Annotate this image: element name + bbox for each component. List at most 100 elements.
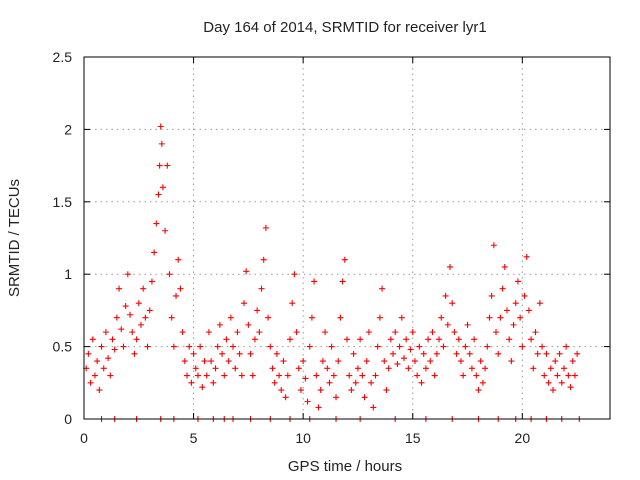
data-point	[265, 314, 272, 321]
data-point	[238, 372, 245, 379]
data-point	[493, 329, 500, 336]
data-point	[142, 314, 149, 321]
data-point	[427, 358, 434, 365]
x-tick-label: 0	[80, 430, 88, 446]
data-point	[190, 350, 197, 357]
data-point	[514, 278, 521, 285]
data-point	[186, 343, 193, 350]
data-point	[151, 249, 158, 256]
data-point	[140, 285, 147, 292]
data-point	[137, 321, 144, 328]
data-point	[411, 358, 418, 365]
data-point	[455, 336, 462, 343]
data-point	[447, 263, 454, 270]
data-point	[339, 278, 346, 285]
data-point	[113, 314, 120, 321]
data-point	[403, 336, 410, 343]
data-point	[503, 307, 510, 314]
data-point	[102, 329, 109, 336]
y-tick-label: 0.5	[53, 339, 73, 355]
data-point	[554, 372, 561, 379]
data-point	[405, 365, 412, 372]
x-tick-label: 5	[190, 430, 198, 446]
data-point	[317, 387, 324, 394]
data-point	[530, 365, 537, 372]
data-point	[184, 372, 191, 379]
data-point	[258, 285, 265, 292]
data-point	[212, 365, 219, 372]
data-point	[368, 379, 375, 386]
data-point	[451, 329, 458, 336]
y-tick-label: 2.5	[53, 49, 73, 65]
data-point	[269, 365, 276, 372]
data-point	[390, 350, 397, 357]
data-point	[337, 314, 344, 321]
data-point	[471, 336, 478, 343]
data-point	[311, 278, 318, 285]
data-point	[256, 329, 263, 336]
data-point	[245, 321, 252, 328]
y-axis-label: SRMTID / TECUs	[6, 179, 23, 297]
data-point	[569, 358, 576, 365]
data-point	[420, 350, 427, 357]
data-point	[477, 358, 484, 365]
data-point	[109, 336, 116, 343]
data-point	[519, 343, 526, 350]
data-point	[295, 365, 302, 372]
data-point	[354, 365, 361, 372]
data-point	[333, 394, 340, 401]
data-point	[525, 307, 532, 314]
data-point	[517, 314, 524, 321]
data-point	[289, 300, 296, 307]
data-point	[322, 329, 329, 336]
chart-title: Day 164 of 2014, SRMTID for receiver lyr…	[203, 19, 486, 36]
data-point	[418, 379, 425, 386]
data-point	[175, 256, 182, 263]
data-point	[558, 379, 565, 386]
data-point	[541, 372, 548, 379]
data-point	[262, 224, 269, 231]
data-point	[210, 379, 217, 386]
data-point	[181, 358, 188, 365]
data-point	[383, 387, 390, 394]
data-point	[486, 314, 493, 321]
data-point	[352, 379, 359, 386]
data-point	[158, 140, 165, 147]
data-point	[122, 303, 129, 310]
data-point	[350, 350, 357, 357]
data-point	[194, 372, 201, 379]
data-point	[464, 321, 471, 328]
data-point	[457, 358, 464, 365]
data-point	[479, 379, 486, 386]
y-tick-label: 0	[64, 411, 72, 427]
data-point	[482, 365, 489, 372]
data-point	[365, 329, 372, 336]
data-point	[335, 358, 342, 365]
data-point	[203, 372, 210, 379]
data-point	[249, 372, 256, 379]
data-point	[414, 372, 421, 379]
data-point	[425, 336, 432, 343]
data-point	[153, 220, 160, 227]
data-point	[251, 336, 258, 343]
data-point	[545, 379, 552, 386]
data-point	[201, 358, 208, 365]
data-point	[460, 372, 467, 379]
data-point	[357, 336, 364, 343]
data-point	[547, 365, 554, 372]
data-point	[543, 350, 550, 357]
data-point	[528, 336, 535, 343]
data-point	[234, 329, 241, 336]
data-point	[155, 191, 162, 198]
data-point	[359, 372, 366, 379]
data-point	[219, 350, 226, 357]
data-point	[319, 358, 326, 365]
data-point	[488, 292, 495, 299]
data-point	[100, 365, 107, 372]
data-points	[83, 123, 583, 422]
data-point	[133, 336, 140, 343]
data-point	[429, 329, 436, 336]
data-point	[199, 384, 206, 391]
data-point	[346, 372, 353, 379]
